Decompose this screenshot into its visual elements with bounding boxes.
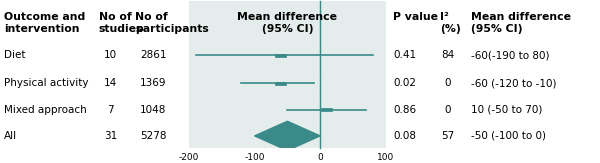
Text: 84: 84 [441,51,454,60]
Text: Physical activity: Physical activity [4,78,89,88]
Text: 0.02: 0.02 [393,78,416,88]
Text: 2861: 2861 [140,51,167,60]
Text: P value: P value [394,12,439,22]
Text: 0: 0 [445,78,451,88]
Text: 100: 100 [377,153,394,163]
Text: All: All [4,131,17,141]
Text: 1369: 1369 [140,78,167,88]
Text: 0.86: 0.86 [393,105,416,115]
Text: 31: 31 [104,131,117,141]
Text: -100: -100 [244,153,265,163]
Text: 0.08: 0.08 [393,131,416,141]
Text: 10: 10 [104,51,117,60]
Text: Mixed approach: Mixed approach [4,105,87,115]
Text: No of
studies: No of studies [98,12,143,34]
Text: -50 (-100 to 0): -50 (-100 to 0) [471,131,546,141]
Bar [275,82,286,85]
Text: 14: 14 [104,78,117,88]
Text: Diet: Diet [4,51,26,60]
Bar [189,1,386,148]
Text: 10 (-50 to 70): 10 (-50 to 70) [471,105,542,115]
Text: 0: 0 [445,105,451,115]
Text: -200: -200 [179,153,199,163]
Text: -60(-190 to 80): -60(-190 to 80) [471,51,550,60]
Bar [275,54,286,57]
Text: Mean difference
(95% CI): Mean difference (95% CI) [238,12,337,34]
Text: 5278: 5278 [140,131,167,141]
Text: No of
participants: No of participants [135,12,209,34]
Text: Outcome and
intervention: Outcome and intervention [4,12,86,34]
Bar [322,108,332,111]
Text: Mean difference
(95% CI): Mean difference (95% CI) [471,12,571,34]
Text: 0: 0 [317,153,323,163]
Text: 1048: 1048 [140,105,167,115]
Text: 7: 7 [107,105,114,115]
Polygon shape [254,121,320,150]
Text: 57: 57 [441,131,454,141]
Text: -60 (-120 to -10): -60 (-120 to -10) [471,78,556,88]
Text: 0.41: 0.41 [393,51,416,60]
Text: I²
(%): I² (%) [440,12,461,34]
